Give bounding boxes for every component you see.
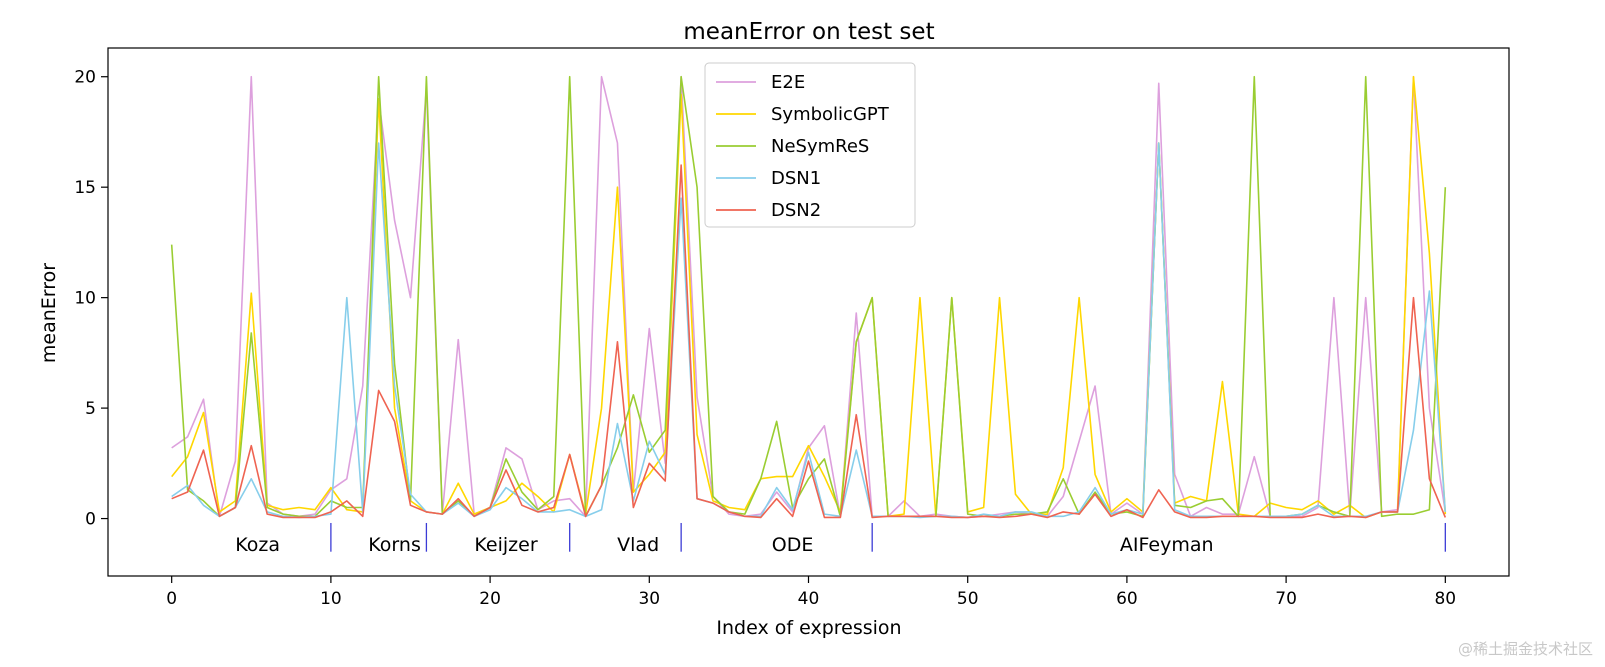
legend-label: DSN1 [771,168,821,189]
legend-label: NeSymReS [771,136,869,157]
x-tick-label: 30 [638,589,660,609]
y-tick-label: 0 [85,510,96,530]
x-tick-label: 10 [320,589,342,609]
chart-title: meanError on test set [683,19,934,45]
x-tick-label: 0 [166,589,177,609]
series-line-dsn2 [171,164,1447,519]
legend-label: SymbolicGPT [771,104,890,125]
y-tick-label: 5 [85,399,96,419]
group-label-koza: Koza [235,534,280,556]
y-tick-label: 10 [74,289,96,309]
legend: E2E SymbolicGPT NeSymReS DSN1 DSN2 [704,62,916,228]
y-axis-label: meanError [38,263,60,363]
data-series [170,75,1447,519]
y-tick-label: 20 [74,68,96,88]
legend-label: DSN2 [771,200,821,221]
group-label-ode: ODE [772,534,814,556]
series-line-nesymres [170,75,1447,518]
x-tick-label: 50 [957,589,979,609]
legend-label: E2E [771,72,805,93]
x-tick-label: 60 [1116,589,1138,609]
axis-ticks: 0 10 20 30 40 50 60 70 80 0 5 10 15 20 [74,68,1456,609]
group-annotations: Koza Korns Keijzer Vlad ODE AIFeyman [235,522,1446,556]
group-label-keijzer: Keijzer [474,534,537,556]
group-label-vlad: Vlad [617,534,659,556]
x-tick-label: 40 [798,589,820,609]
series-line-e2e [171,75,1447,519]
x-tick-label: 70 [1275,589,1297,609]
series-line-symbolicgpt [171,75,1447,519]
watermark: @稀土掘金技术社区 [1457,640,1593,658]
group-label-aifeyman: AIFeyman [1120,534,1214,556]
x-tick-label: 20 [479,589,501,609]
x-axis-label: Index of expression [716,617,901,639]
x-tick-label: 80 [1434,589,1456,609]
group-label-korns: Korns [368,534,421,556]
legend-box [704,62,916,228]
y-tick-label: 15 [74,178,96,198]
